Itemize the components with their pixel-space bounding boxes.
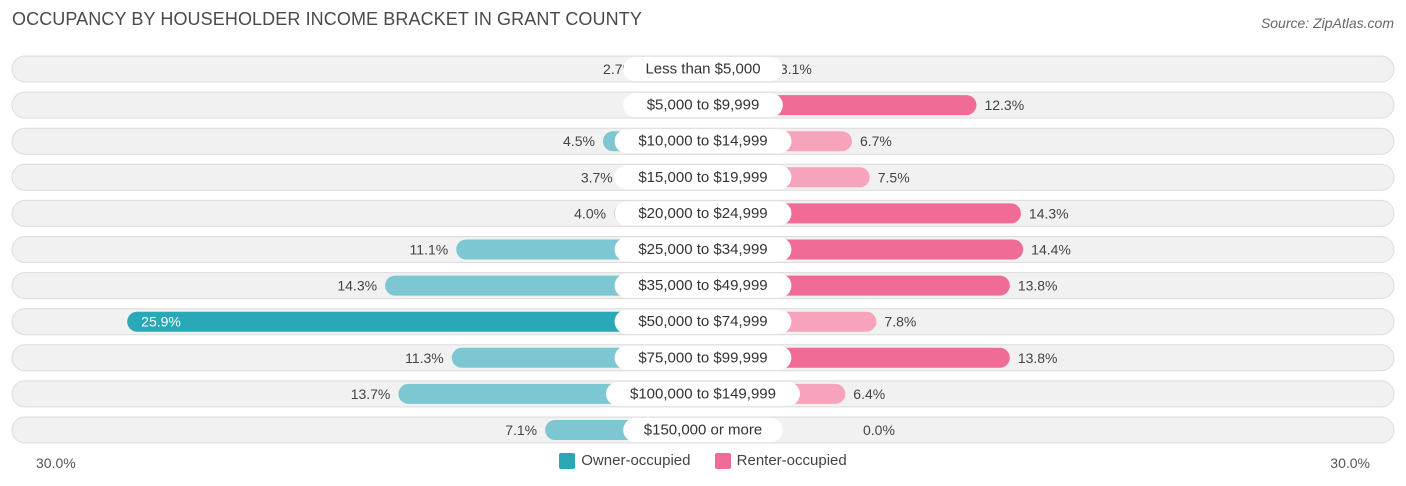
category-label: $150,000 or more xyxy=(644,422,762,439)
category-label: $10,000 to $14,999 xyxy=(638,133,767,150)
category-label-background xyxy=(614,201,792,226)
renter-value-label: 6.4% xyxy=(853,386,885,402)
legend-item-owner[interactable]: Owner-occupied xyxy=(559,452,690,469)
renter-value-label: 14.4% xyxy=(1031,242,1071,258)
chart-title: OCCUPANCY BY HOUSEHOLDER INCOME BRACKET … xyxy=(12,9,642,29)
category-label-background xyxy=(614,309,792,334)
category-label-background xyxy=(606,381,800,406)
category-label: $25,000 to $34,999 xyxy=(638,241,767,258)
category-label-background xyxy=(623,93,783,118)
renter-value-label: 13.8% xyxy=(1018,278,1058,294)
category-label-background xyxy=(623,418,783,442)
category-label: $20,000 to $24,999 xyxy=(638,205,767,222)
axis-left-label: 30.0% xyxy=(36,455,76,471)
owner-value-label: 4.5% xyxy=(563,133,595,149)
category-label: $100,000 to $149,999 xyxy=(630,385,776,402)
category-label: Less than $5,000 xyxy=(645,61,760,78)
owner-value-label: 11.1% xyxy=(410,242,449,258)
legend-renter-label: Renter-occupied xyxy=(736,452,847,469)
owner-swatch-icon xyxy=(559,452,576,469)
category-label-background xyxy=(614,237,792,262)
renter-value-label: 13.8% xyxy=(1018,350,1058,366)
renter-swatch-icon xyxy=(714,452,731,469)
category-label-background xyxy=(614,165,792,190)
category-label: $15,000 to $19,999 xyxy=(638,169,767,186)
category-label: $35,000 to $49,999 xyxy=(638,277,767,294)
owner-value-label: 13.7% xyxy=(351,386,391,402)
owner-bar xyxy=(127,311,703,332)
source-label: Source: ZipAtlas.com xyxy=(1260,15,1394,31)
renter-value-label: 3.1% xyxy=(780,61,812,77)
owner-value-label: 14.3% xyxy=(337,278,377,294)
renter-value-label: 0.0% xyxy=(863,422,895,438)
category-label-background xyxy=(614,345,792,370)
legend: Owner-occupied Renter-occupied xyxy=(0,452,1406,473)
owner-value-label: 3.7% xyxy=(581,169,613,185)
owner-value-label: 11.3% xyxy=(405,350,444,366)
owner-value-label: 25.9% xyxy=(141,314,181,330)
legend-owner-label: Owner-occupied xyxy=(581,452,691,469)
category-label: $75,000 to $99,999 xyxy=(638,349,767,366)
axis-right-label: 30.0% xyxy=(1330,455,1370,471)
category-label: $5,000 to $9,999 xyxy=(647,97,760,114)
renter-value-label: 14.3% xyxy=(1029,205,1069,221)
renter-value-label: 7.5% xyxy=(878,169,910,185)
category-label-background xyxy=(614,129,792,154)
category-label-background xyxy=(623,57,783,81)
owner-value-label: 7.1% xyxy=(505,422,537,438)
category-label-background xyxy=(614,273,792,298)
owner-value-label: 4.0% xyxy=(574,205,606,221)
category-label: $50,000 to $74,999 xyxy=(638,313,767,330)
renter-value-label: 12.3% xyxy=(984,97,1024,113)
renter-value-label: 7.8% xyxy=(884,314,916,330)
renter-value-label: 6.7% xyxy=(860,133,892,149)
legend-item-renter[interactable]: Renter-occupied xyxy=(714,452,847,469)
